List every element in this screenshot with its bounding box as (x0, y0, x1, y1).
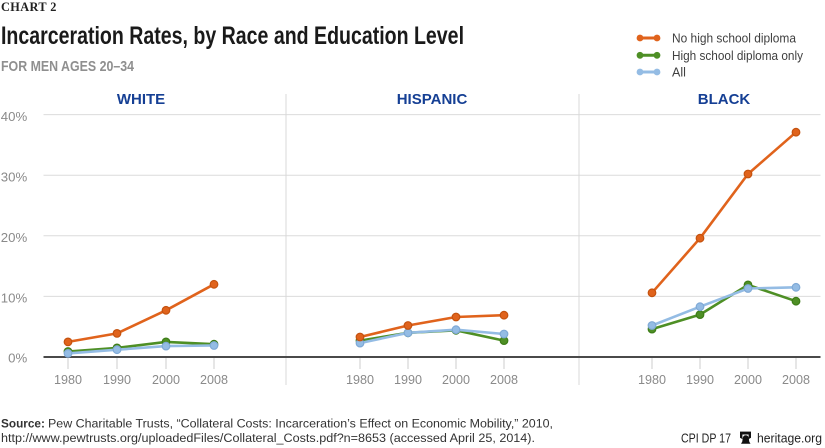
svg-text:20%: 20% (1, 230, 28, 245)
svg-text:1990: 1990 (394, 372, 422, 387)
svg-text:2008: 2008 (782, 372, 810, 387)
svg-text:30%: 30% (1, 170, 28, 185)
svg-text:HISPANIC: HISPANIC (397, 91, 468, 108)
svg-text:10%: 10% (1, 291, 28, 306)
svg-text:Source:: Source: (1, 417, 45, 431)
svg-text:All: All (672, 65, 686, 79)
svg-text:2000: 2000 (152, 372, 180, 387)
svg-text:40%: 40% (1, 109, 28, 124)
svg-text:Incarceration Rates, by Race a: Incarceration Rates, by Race and Educati… (1, 22, 464, 50)
svg-text:High school diploma only: High school diploma only (672, 49, 804, 63)
svg-text:FOR MEN AGES 20–34: FOR MEN AGES 20–34 (1, 58, 135, 75)
svg-text:No high school diploma: No high school diploma (672, 31, 796, 45)
svg-text:1980: 1980 (346, 372, 374, 387)
svg-text:2008: 2008 (200, 372, 228, 387)
svg-text:CHART 2: CHART 2 (1, 0, 57, 14)
svg-text:WHITE: WHITE (117, 91, 165, 108)
svg-text:2000: 2000 (734, 372, 762, 387)
svg-text:2000: 2000 (442, 372, 470, 387)
svg-text:1980: 1980 (54, 372, 82, 387)
svg-text:heritage.org: heritage.org (757, 431, 822, 445)
svg-text:0%: 0% (8, 351, 27, 366)
svg-text:2008: 2008 (490, 372, 518, 387)
svg-text:1990: 1990 (103, 372, 131, 387)
svg-text:Pew Charitable Trusts, “Collat: Pew Charitable Trusts, “Collateral Costs… (48, 417, 553, 431)
svg-text:1990: 1990 (686, 372, 714, 387)
svg-text:BLACK: BLACK (698, 91, 751, 108)
svg-text:http://www.pewtrusts.org/uploa: http://www.pewtrusts.org/uploadedFiles/C… (1, 431, 535, 445)
svg-text:1980: 1980 (638, 372, 666, 387)
svg-text:CPI DP 17: CPI DP 17 (681, 431, 731, 445)
